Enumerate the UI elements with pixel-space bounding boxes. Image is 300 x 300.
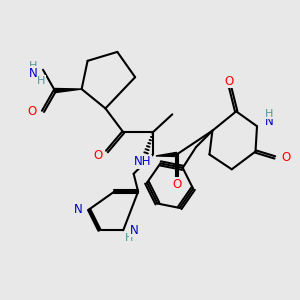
Text: H: H: [29, 61, 38, 71]
Text: O: O: [281, 151, 291, 164]
Text: N: N: [74, 203, 82, 216]
Text: H: H: [37, 76, 46, 86]
Polygon shape: [55, 88, 82, 93]
Text: O: O: [224, 74, 233, 88]
Polygon shape: [156, 152, 177, 157]
Text: N: N: [130, 224, 139, 237]
Text: NH: NH: [134, 155, 151, 168]
Text: H: H: [125, 233, 133, 243]
Text: O: O: [93, 148, 102, 162]
Text: O: O: [172, 178, 182, 191]
Text: O: O: [28, 105, 37, 118]
Text: N: N: [265, 115, 274, 128]
Text: N: N: [29, 67, 38, 80]
Text: H: H: [265, 109, 274, 119]
